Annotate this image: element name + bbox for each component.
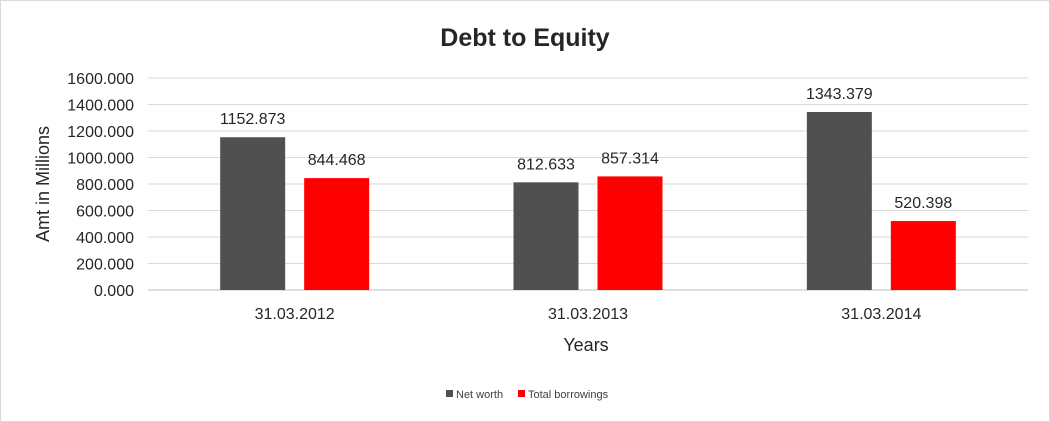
y-tick-label: 800.000	[76, 177, 134, 194]
bar-total-borrowings	[597, 176, 663, 290]
x-tick-label: 31.03.2012	[255, 306, 335, 323]
data-label: 1343.379	[806, 86, 873, 103]
gridlines	[148, 77, 1028, 291]
bar-total-borrowings	[304, 178, 370, 290]
bar-net-worth	[220, 137, 286, 290]
x-axis-ticks: 31.03.2012 31.03.2013 31.03.2014	[255, 306, 922, 323]
data-label: 857.314	[601, 150, 659, 167]
chart-title: Debt to Equity	[440, 24, 610, 52]
bar-net-worth	[806, 112, 872, 290]
bars	[220, 112, 956, 290]
y-tick-label: 1000.000	[67, 151, 134, 168]
legend-swatch	[446, 390, 453, 397]
x-tick-label: 31.03.2014	[841, 306, 921, 323]
data-label: 812.633	[517, 156, 575, 173]
data-label: 844.468	[308, 152, 366, 169]
x-tick-label: 31.03.2013	[548, 306, 628, 323]
bar-total-borrowings	[890, 221, 956, 290]
legend-swatch	[518, 390, 525, 397]
y-tick-label: 200.000	[76, 257, 134, 274]
y-axis-label: Amt in Millions	[33, 126, 53, 242]
y-tick-label: 600.000	[76, 204, 134, 221]
y-tick-label: 1600.000	[67, 71, 134, 88]
y-tick-label: 1400.000	[67, 98, 134, 115]
data-label: 520.398	[894, 195, 952, 212]
y-tick-label: 400.000	[76, 230, 134, 247]
data-labels: 1152.873 844.468 812.633 857.314 1343.379 520…	[220, 86, 952, 212]
legend: Net worth Total borrowings	[446, 389, 609, 401]
bar-net-worth	[513, 182, 579, 290]
legend-label: Total borrowings	[528, 389, 609, 401]
legend-label: Net worth	[456, 389, 503, 401]
x-axis-label: Years	[563, 335, 608, 355]
y-tick-label: 1200.000	[67, 124, 134, 141]
y-tick-label: 0.000	[94, 283, 134, 300]
data-label: 1152.873	[220, 111, 286, 128]
y-axis-ticks: 0.000 200.000 400.000 600.000 800.000 1000.00…	[67, 71, 134, 300]
